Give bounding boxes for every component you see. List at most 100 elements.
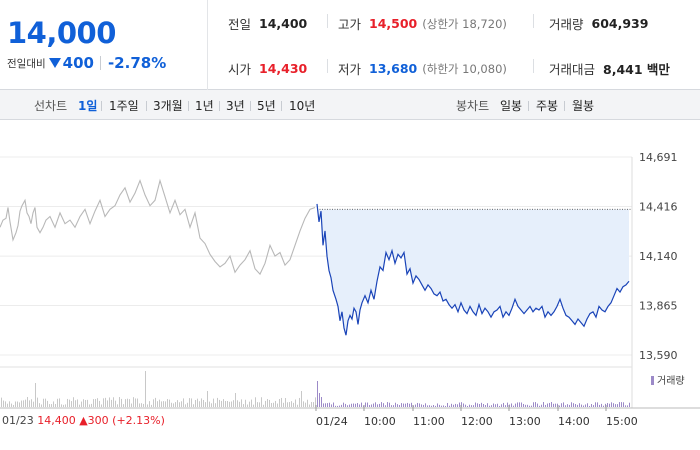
volume-legend-swatch: [651, 376, 654, 385]
volume-bar: [563, 402, 564, 407]
volume-bar: [235, 393, 236, 407]
tab-1year[interactable]: 1년: [195, 99, 214, 113]
volume-bar: [355, 403, 356, 407]
volume-bar: [519, 402, 520, 407]
volume-bar: [359, 404, 360, 407]
up-arrow-icon: ▲: [79, 414, 88, 427]
tab-3month[interactable]: 3개월: [153, 99, 183, 113]
volume-bar: [89, 404, 90, 407]
amount-value: 8,441 백만: [603, 62, 670, 77]
line-chart-label: 선차트: [34, 99, 68, 113]
volume-bar: [171, 402, 172, 407]
volume-bar: [167, 399, 168, 407]
volume-bar: [497, 403, 498, 407]
volume-bar: [617, 404, 618, 407]
volume-bar: [75, 400, 76, 407]
tab-10year[interactable]: 10년: [289, 99, 316, 113]
prev-day-date: 01/23: [2, 414, 34, 427]
volume-bar: [489, 405, 490, 407]
volume-bar: [199, 401, 200, 407]
tab-1week[interactable]: 1주일: [109, 99, 139, 113]
volume-bar: [449, 405, 450, 407]
volume-bar: [475, 402, 476, 407]
volume-bar: [399, 404, 400, 407]
volume-bar: [285, 398, 286, 407]
chart-tab-bar: 선차트 1일 1주일 3개월 1년 3년 5년 10년 봉차트 일봉 주봉 월봉: [0, 90, 700, 120]
tab-weekly-candle[interactable]: 주봉: [536, 99, 559, 113]
volume-bar: [179, 402, 180, 407]
tab-1day[interactable]: 1일: [78, 99, 98, 113]
volume-bar: [337, 405, 338, 407]
volume-bar: [587, 403, 588, 407]
volume-bar: [441, 405, 442, 407]
volume-bar: [269, 399, 270, 407]
volume-bar: [251, 399, 252, 407]
volume-bar: [297, 404, 298, 407]
volume-bar: [121, 398, 122, 407]
volume-bar: [425, 403, 426, 407]
volume-bar: [57, 398, 58, 407]
volume-bar: [317, 381, 318, 407]
volume-bar: [245, 399, 246, 407]
volume-bar: [601, 403, 602, 407]
down-arrow-icon: [48, 58, 61, 68]
x-tick-label: 12:00: [461, 415, 493, 428]
volume-bar: [265, 400, 266, 407]
divider: [250, 101, 251, 111]
volume-bar: [275, 400, 276, 407]
volume-bar: [97, 398, 98, 407]
lower-limit: (하한가 10,080): [422, 61, 507, 76]
volume-bar: [431, 405, 432, 407]
volume-bar: [29, 400, 30, 407]
tab-daily-candle[interactable]: 일봉: [500, 99, 523, 113]
volume-bar: [565, 405, 566, 407]
info-low: 저가 13,680 (하한가 10,080): [338, 59, 507, 78]
y-tick-label: 14,691: [639, 151, 678, 164]
tab-3year[interactable]: 3년: [226, 99, 245, 113]
upper-limit: (상한가 18,720): [422, 16, 507, 31]
volume-bar: [457, 404, 458, 407]
volume-bar: [117, 404, 118, 407]
volume-bar: [247, 404, 248, 407]
prev-day-price: 14,400: [37, 414, 76, 427]
volume-bar: [51, 404, 52, 407]
volume-bar: [123, 404, 124, 407]
volume-bar: [375, 402, 376, 407]
y-tick-label: 14,416: [639, 200, 678, 213]
info-volume: 거래량 604,939: [549, 14, 648, 33]
volume-bar: [607, 403, 608, 407]
tab-monthly-candle[interactable]: 월봉: [572, 99, 595, 113]
volume-bar: [165, 401, 166, 407]
volume-bar: [5, 401, 6, 407]
volume-bar: [555, 403, 556, 407]
volume-bar: [103, 398, 104, 407]
volume-bar: [525, 404, 526, 407]
volume-bar: [611, 402, 612, 407]
volume-bar: [469, 404, 470, 407]
volume-bar: [221, 400, 222, 407]
volume-bar: [53, 401, 54, 407]
volume-bar: [3, 400, 4, 407]
volume-bars: [1, 371, 630, 407]
volume-bar: [257, 402, 258, 407]
volume-bar: [159, 399, 160, 407]
volume-bar: [349, 404, 350, 407]
volume-bar: [211, 403, 212, 407]
volume-bar: [19, 402, 20, 407]
y-tick-label: 13,590: [639, 349, 678, 362]
volume-bar: [67, 398, 68, 407]
volume-bar: [553, 403, 554, 407]
volume-bar: [87, 399, 88, 407]
volume-bar: [319, 393, 320, 407]
volume-bar: [205, 402, 206, 407]
volume-bar: [379, 403, 380, 407]
volume-bar: [225, 401, 226, 407]
volume-bar: [479, 404, 480, 407]
volume-bar: [99, 400, 100, 407]
volume-bar: [341, 404, 342, 407]
volume-bar: [65, 404, 66, 407]
volume-bar: [55, 403, 56, 407]
volume-bar: [203, 399, 204, 407]
volume-bar: [33, 401, 34, 407]
tab-5year[interactable]: 5년: [257, 99, 276, 113]
